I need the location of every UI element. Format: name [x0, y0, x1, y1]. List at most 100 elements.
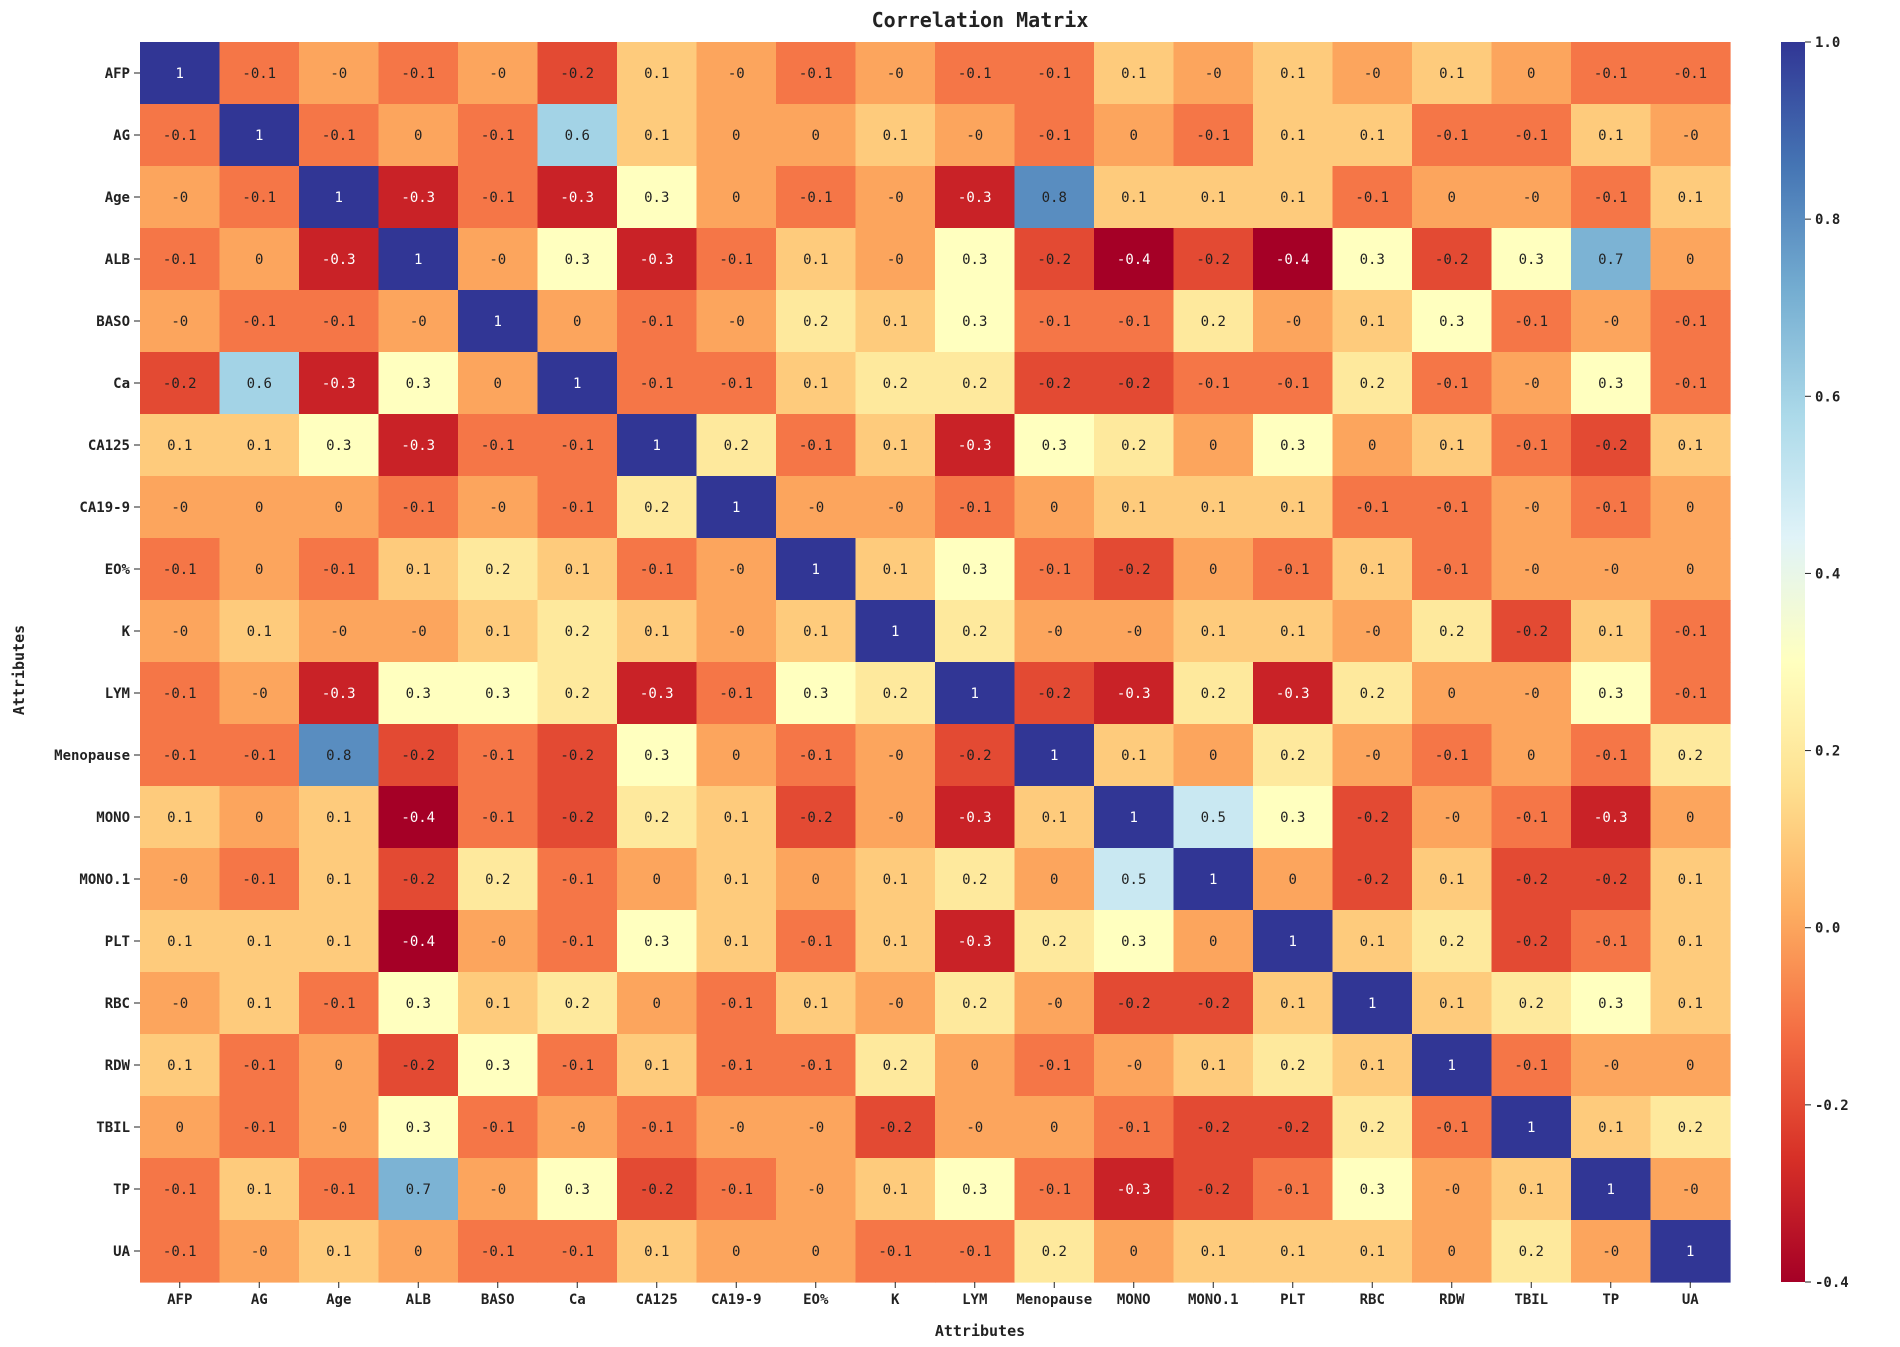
heatmap-cell [1332, 228, 1413, 291]
heatmap-cell [458, 228, 539, 291]
cell-value-label: 0.1 [247, 996, 272, 1012]
cell-value-label: 0.3 [406, 376, 431, 392]
cell-value-label: -0 [887, 748, 904, 764]
heatmap-cell [1650, 910, 1731, 973]
cell-value-label: -0.1 [163, 1244, 197, 1260]
heatmap-cell [1412, 538, 1493, 601]
cell-value-label: -0 [728, 314, 745, 330]
cell-value-label: -0.2 [1037, 376, 1071, 392]
heatmap-cell [1571, 290, 1652, 353]
heatmap-cell [1332, 476, 1413, 539]
heatmap-cell [1173, 538, 1254, 601]
heatmap-cell [1491, 662, 1572, 725]
cell-value-label: 0.2 [1280, 748, 1305, 764]
heatmap-cell [1650, 600, 1731, 663]
cell-value-label: 0 [1289, 872, 1297, 888]
y-axis-title: Attributes [10, 625, 28, 715]
heatmap-cell [855, 104, 936, 167]
cell-value-label: 0.1 [883, 438, 908, 454]
cell-value-label: -0.2 [1594, 872, 1628, 888]
cell-value-label: 0.1 [1678, 872, 1703, 888]
y-tick-label: K [122, 624, 131, 640]
heatmap-cell [1014, 600, 1095, 663]
cell-value-label: -0.2 [1355, 810, 1389, 826]
cell-value-label: -0 [171, 872, 188, 888]
heatmap-cell [1014, 848, 1095, 911]
heatmap-cell [1332, 42, 1413, 105]
heatmap-cell [1014, 352, 1095, 415]
cell-value-label: 0 [812, 872, 820, 888]
cell-value-label: -0 [1046, 996, 1063, 1012]
heatmap-cell [1094, 414, 1175, 477]
heatmap-cell [299, 104, 380, 167]
heatmap-cell [378, 104, 459, 167]
cell-value-label: -0.1 [322, 562, 356, 578]
cell-value-label: -0.1 [481, 190, 515, 206]
cell-value-label: -0.4 [401, 810, 435, 826]
cell-value-label: -0.3 [401, 190, 435, 206]
heatmap-cell [299, 600, 380, 663]
cell-value-label: -0.1 [242, 872, 276, 888]
heatmap-cell [537, 538, 618, 601]
cell-value-label: -0 [489, 252, 506, 268]
cell-value-label: -0.1 [799, 1058, 833, 1074]
heatmap-cell [378, 910, 459, 973]
cell-value-label: -0.4 [1117, 252, 1151, 268]
cell-value-label: -0 [171, 996, 188, 1012]
heatmap-cell [1253, 414, 1334, 477]
heatmap-cell [935, 290, 1016, 353]
cell-value-label: 0.1 [644, 1058, 669, 1074]
cell-value-label: 0.1 [1598, 1120, 1623, 1136]
heatmap-cell [855, 476, 936, 539]
colorbar-tick-label: 0.8 [1815, 212, 1840, 228]
cell-value-label: 0.1 [1598, 624, 1623, 640]
y-tick-label: AFP [105, 66, 130, 82]
cell-value-label: -0.1 [481, 1244, 515, 1260]
heatmap-cell [1491, 538, 1572, 601]
heatmap-cell [1014, 662, 1095, 725]
heatmap-cell [1014, 1220, 1095, 1283]
heatmap-cell [537, 104, 618, 167]
heatmap-cell [1253, 1158, 1334, 1221]
cell-value-label: -0 [1443, 1182, 1460, 1198]
cell-value-label: 0 [573, 314, 581, 330]
cell-value-label: 0.1 [1439, 996, 1464, 1012]
heatmap-cell [776, 786, 857, 849]
cell-value-label: 0.1 [406, 562, 431, 578]
heatmap-cell [219, 1034, 300, 1097]
cell-value-label: -0.1 [560, 1244, 594, 1260]
x-tick-label: Ca [569, 1292, 586, 1308]
heatmap-cell [378, 848, 459, 911]
heatmap-cell [855, 1096, 936, 1159]
cell-value-label: -0.1 [322, 996, 356, 1012]
cell-value-label: 0.1 [724, 934, 749, 950]
heatmap-cell [1491, 414, 1572, 477]
heatmap-cell [1253, 166, 1334, 229]
x-tick-label: MONO.1 [1188, 1292, 1239, 1308]
cell-value-label: -0 [1205, 66, 1222, 82]
cell-value-label: 0.1 [724, 810, 749, 826]
heatmap-cell [140, 352, 221, 415]
cell-value-label: 0.1 [167, 810, 192, 826]
heatmap-cell [696, 290, 777, 353]
heatmap-cell [1650, 228, 1731, 291]
heatmap-cell [776, 972, 857, 1035]
cell-value-label: -0.4 [1276, 252, 1310, 268]
heatmap-cell [219, 290, 300, 353]
heatmap-cell [219, 848, 300, 911]
cell-value-label: 0.1 [803, 252, 828, 268]
heatmap-cell [1094, 1096, 1175, 1159]
cell-value-label: 0.2 [644, 500, 669, 516]
cell-value-label: -0.1 [1435, 500, 1469, 516]
cell-value-label: -0.1 [1037, 314, 1071, 330]
heatmap-cell [1332, 1034, 1413, 1097]
heatmap-cell [776, 848, 857, 911]
heatmap-cell [1650, 1158, 1731, 1221]
cell-value-label: 0.1 [1042, 810, 1067, 826]
cell-value-label: -0.3 [958, 190, 992, 206]
cell-value-label: -0.4 [401, 934, 435, 950]
heatmap-cell [537, 228, 618, 291]
cell-value-label: -0.1 [242, 314, 276, 330]
heatmap-cell [299, 910, 380, 973]
cell-value-label: -0 [807, 500, 824, 516]
